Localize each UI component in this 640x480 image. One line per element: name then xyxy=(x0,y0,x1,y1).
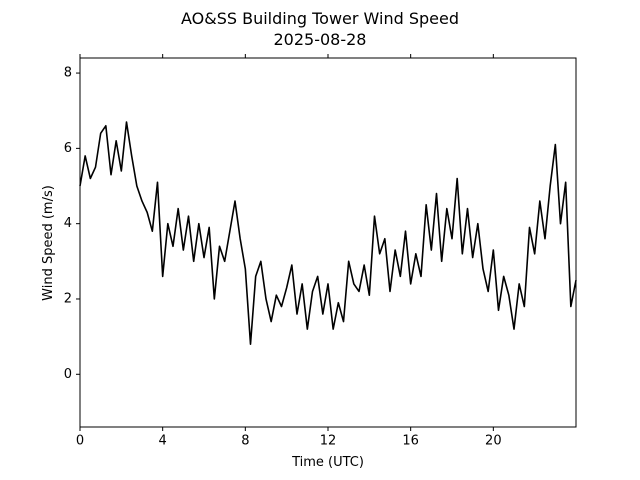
y-tick-label: 2 xyxy=(64,291,72,306)
y-tick-label: 8 xyxy=(64,66,72,81)
x-tick-label: 0 xyxy=(76,434,84,449)
y-axis-label: Wind Speed (m/s) xyxy=(41,185,56,301)
x-tick-label: 20 xyxy=(485,434,502,449)
chart-subtitle: 2025-08-28 xyxy=(274,30,367,49)
x-tick-label: 4 xyxy=(159,434,167,449)
y-tick-label: 6 xyxy=(64,141,72,156)
y-tick-label: 4 xyxy=(64,216,72,231)
data-line xyxy=(79,121,577,345)
x-tick-label: 16 xyxy=(402,434,419,449)
y-tick-label: 0 xyxy=(64,367,72,382)
x-tick-label: 12 xyxy=(320,434,337,449)
plot-frame xyxy=(79,57,577,428)
x-tick-label: 8 xyxy=(241,434,249,449)
chart-title: AO&SS Building Tower Wind Speed xyxy=(181,9,459,28)
x-axis-label: Time (UTC) xyxy=(291,455,364,470)
